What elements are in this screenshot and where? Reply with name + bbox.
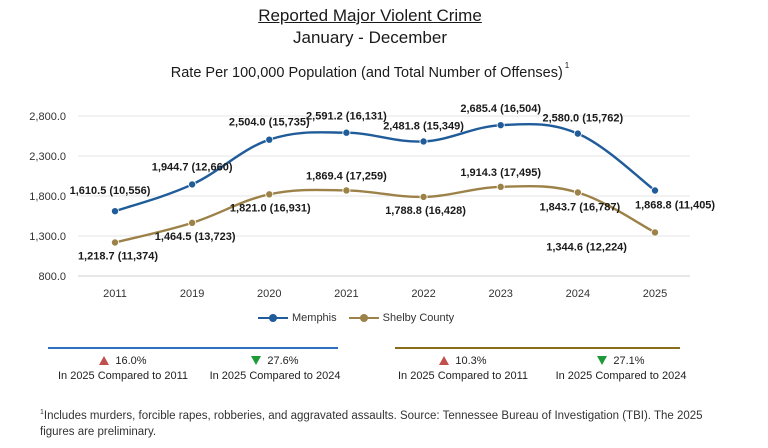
series-line-memphis (114, 122, 656, 213)
data-label-memphis: 2,580.0 (15,762) (542, 113, 623, 125)
x-tick-label: 2011 (103, 288, 127, 300)
data-point-memphis (496, 121, 505, 130)
data-point-shelby-county (342, 186, 351, 195)
legend-swatch-shelby-county (348, 313, 379, 323)
data-point-shelby-county (650, 228, 659, 237)
data-point-memphis (419, 137, 428, 146)
chart-subtitle: January - December (292, 28, 447, 47)
data-label-shelby-county: 1,843.7 (16,787) (539, 202, 620, 214)
shelby-vs-2011-value: 10.3% (455, 355, 487, 367)
data-label-shelby-county: 1,914.3 (17,495) (460, 167, 541, 179)
legend: Memphis Shelby County (258, 312, 454, 324)
measure-note-marker: 1 (564, 61, 570, 70)
y-tick-label: 2,300.0 (29, 151, 66, 163)
x-tick-label: 2019 (180, 288, 204, 300)
data-label-memphis: 2,591.2 (16,131) (306, 111, 387, 123)
data-point-shelby-county (265, 190, 274, 199)
data-label-memphis: 2,685.4 (16,504) (460, 103, 541, 115)
data-label-memphis: 2,481.8 (15,349) (383, 120, 464, 132)
data-point-memphis (573, 129, 582, 138)
y-tick-label: 2,800.0 (29, 111, 66, 123)
memphis-summary-line (48, 347, 338, 349)
x-tick-label: 2022 (411, 288, 435, 300)
y-tick-label: 1,800.0 (29, 191, 66, 203)
shelby-stat-vs-2024: 27.1% In 2025 Compared to 2024 (546, 354, 696, 384)
shelby-summary-line (395, 347, 680, 349)
data-label-shelby-county: 1,218.7 (11,374) (78, 251, 158, 263)
footnote-text: Includes murders, forcible rapes, robber… (40, 410, 703, 438)
footnote: 1Includes murders, forcible rapes, robbe… (40, 405, 720, 440)
x-tick-label: 2020 (257, 288, 281, 300)
shelby-vs-2024-value: 27.1% (613, 355, 645, 367)
increase-triangle-icon (99, 356, 110, 365)
data-point-memphis (111, 207, 120, 216)
x-tick-label: 2024 (566, 288, 590, 300)
data-label-memphis: 1,868.8 (11,405) (635, 199, 715, 211)
data-label-shelby-county: 1,788.8 (16,428) (385, 205, 466, 217)
legend-swatch-memphis (258, 313, 288, 323)
memphis-vs-2024-text: In 2025 Compared to 2024 (209, 370, 341, 382)
data-label-shelby-county: 1,821.0 (16,931) (230, 202, 311, 214)
memphis-vs-2011-text: In 2025 Compared to 2011 (57, 370, 189, 382)
data-point-shelby-county (496, 182, 505, 191)
shelby-vs-2024-text: In 2025 Compared to 2024 (555, 370, 687, 382)
data-label-memphis: 1,944.7 (12,660) (152, 161, 233, 173)
data-label-shelby-county: 1,464.5 (13,723) (155, 231, 236, 243)
x-tick-label: 2023 (488, 288, 512, 300)
increase-triangle-icon (439, 356, 450, 365)
x-tick-label: 2025 (643, 288, 667, 300)
data-point-memphis (342, 128, 351, 137)
memphis-stat-vs-2024: 27.6% In 2025 Compared to 2024 (200, 354, 350, 384)
memphis-vs-2024-value: 27.6% (267, 355, 299, 367)
chart-measure: Rate Per 100,000 Population (and Total N… (0, 56, 740, 83)
data-point-shelby-county (188, 218, 197, 227)
data-point-shelby-county (419, 192, 428, 201)
data-label-memphis: 1,610.5 (10,556) (70, 185, 151, 197)
decrease-triangle-icon (251, 356, 262, 365)
legend-item-memphis[interactable]: Memphis (258, 312, 337, 324)
memphis-stat-vs-2011: 16.0% In 2025 Compared to 2011 (48, 354, 198, 384)
data-point-shelby-county (573, 188, 582, 197)
legend-label-shelby-county: Shelby County (382, 312, 455, 324)
data-point-memphis (188, 180, 197, 189)
data-point-shelby-county (111, 238, 120, 247)
measure-text: Rate Per 100,000 Population (and Total N… (170, 65, 563, 81)
legend-item-shelby-county[interactable]: Shelby County (348, 312, 455, 324)
data-point-memphis (265, 135, 274, 144)
chart-title: Reported Major Violent Crime (258, 6, 482, 25)
data-label-shelby-county: 1,869.4 (17,259) (306, 170, 387, 182)
footnote-marker: 1 (40, 409, 44, 416)
shelby-vs-2011-text: In 2025 Compared to 2011 (397, 370, 529, 382)
shelby-stat-vs-2011: 10.3% In 2025 Compared to 2011 (388, 354, 538, 384)
memphis-vs-2011-value: 16.0% (115, 355, 147, 367)
x-tick-label: 2021 (334, 288, 358, 300)
data-label-shelby-county: 1,344.6 (12,224) (546, 241, 627, 253)
y-tick-label: 800.0 (38, 271, 66, 283)
data-label-memphis: 2,504.0 (15,735) (229, 117, 310, 129)
data-point-memphis (650, 186, 659, 195)
y-tick-label: 1,300.0 (29, 231, 66, 243)
decrease-triangle-icon (597, 356, 608, 365)
title-block: Reported Major Violent Crime January - D… (0, 6, 740, 83)
legend-label-memphis: Memphis (292, 312, 337, 324)
